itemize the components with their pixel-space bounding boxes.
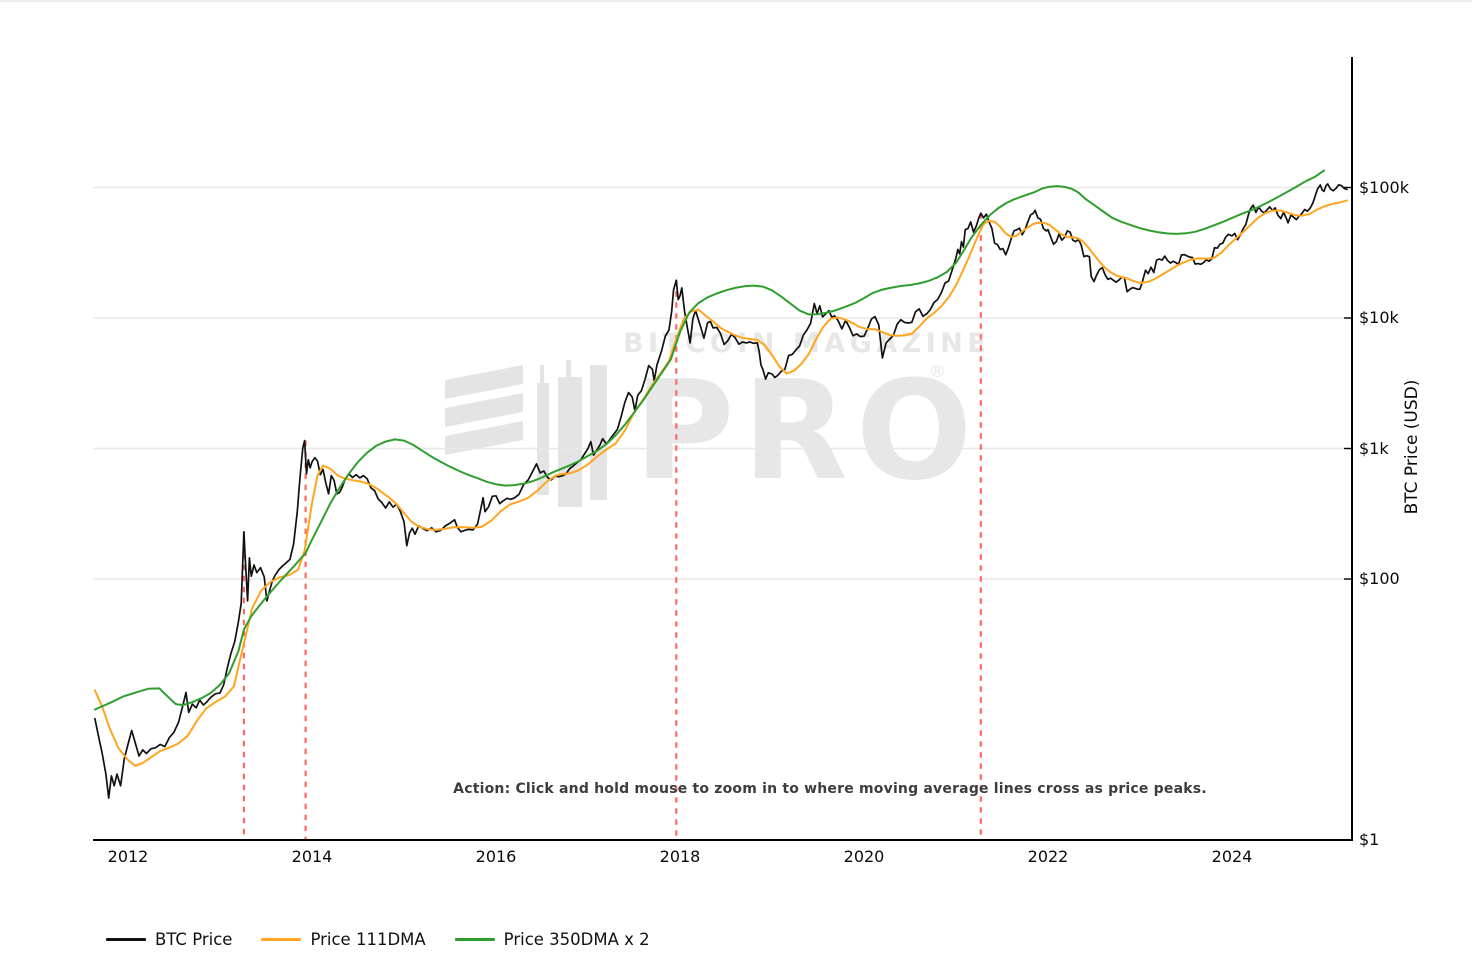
btc-price-line <box>94 183 1348 799</box>
x-axis-tick-label: 2022 <box>1027 847 1069 866</box>
y-axis-tick-label: $100k <box>1359 177 1409 197</box>
y-axis-tick-label: $10k <box>1359 308 1399 328</box>
price-350dma-x2-legend-swatch <box>454 938 495 941</box>
bitcoin-magazine-logo-icon <box>445 360 607 507</box>
legend-label: Price 111DMA <box>310 930 426 949</box>
watermark-pro-text: PRO <box>634 352 981 511</box>
x-axis-tick-label: 2024 <box>1211 847 1253 866</box>
y-axis-title: BTC Price (USD) <box>1402 379 1422 515</box>
legend: BTC Price Price 111DMA Price 350DMA x 2 <box>106 930 650 949</box>
x-axis-tick-label: 2018 <box>659 847 701 866</box>
legend-item-price-111dma[interactable]: Price 111DMA <box>261 930 426 949</box>
price-111dma-legend-swatch <box>261 938 302 941</box>
registered-trademark-icon: ® <box>929 362 946 382</box>
x-axis-tick-label: 2012 <box>107 847 149 866</box>
legend-item-price-350dma-x2[interactable]: Price 350DMA x 2 <box>454 930 650 949</box>
price-111dma-line <box>93 199 1348 767</box>
y-axis-tick-label: $100 <box>1359 569 1400 589</box>
x-axis-tick-label: 2020 <box>843 847 885 866</box>
action-annotation: Action: Click and hold mouse to zoom in … <box>453 781 1207 797</box>
legend-item-btc-price[interactable]: BTC Price <box>106 930 232 949</box>
x-axis-tick-label: 2014 <box>291 847 333 866</box>
y-axis-tick-label: $1k <box>1359 438 1389 458</box>
legend-label: Price 350DMA x 2 <box>503 930 650 949</box>
btc-price-legend-swatch <box>106 938 146 941</box>
legend-label: BTC Price <box>155 930 233 949</box>
x-axis-tick-label: 2016 <box>475 847 517 866</box>
y-axis-tick-label: $1 <box>1359 830 1380 850</box>
price-350dma-x2-line <box>93 169 1325 711</box>
